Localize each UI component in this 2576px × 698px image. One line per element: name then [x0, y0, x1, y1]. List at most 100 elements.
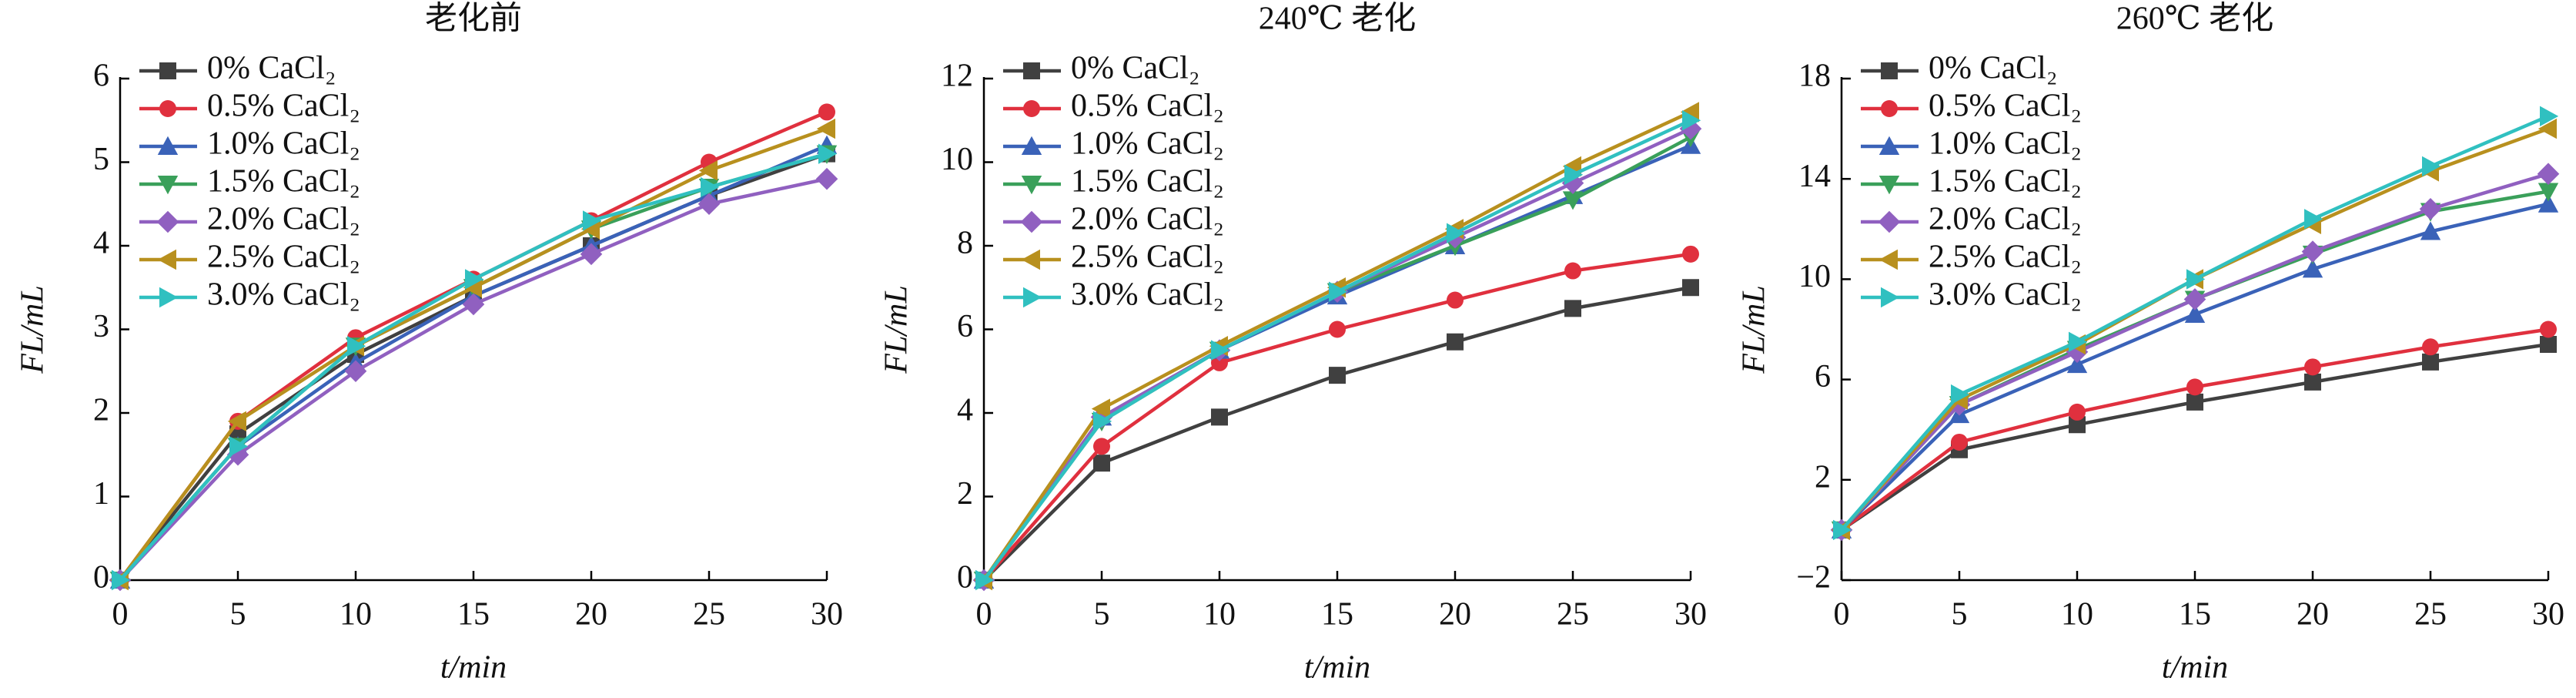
marker — [112, 569, 131, 591]
y-tick-label: 14 — [1798, 159, 1831, 194]
legend-label: 2.5% CaCl₂ — [1071, 240, 1224, 275]
marker — [1682, 110, 1701, 131]
legend-label: 1.5% CaCl₂ — [1071, 164, 1224, 200]
marker — [347, 336, 366, 357]
y-tick-label: 6 — [1815, 359, 1831, 394]
marker — [1023, 100, 1040, 117]
marker — [2420, 221, 2441, 240]
marker — [1093, 455, 1110, 472]
x-tick-label: 25 — [1557, 597, 1589, 633]
marker — [159, 62, 176, 79]
x-tick-label: 20 — [575, 597, 607, 633]
marker — [1091, 398, 1110, 419]
x-tick-label: 10 — [340, 597, 372, 633]
marker — [159, 100, 176, 117]
marker — [2301, 240, 2324, 263]
x-tick-label: 15 — [1321, 597, 1353, 633]
marker — [818, 143, 838, 164]
x-tick-label: 0 — [1834, 597, 1850, 633]
marker — [1329, 320, 1346, 338]
x-tick-label: 10 — [1203, 597, 1236, 633]
marker — [1020, 210, 1043, 233]
y-tick-label: 8 — [957, 226, 973, 261]
marker — [2183, 288, 2206, 310]
marker — [1682, 279, 1699, 297]
marker — [815, 167, 838, 190]
marker — [2069, 416, 2086, 434]
marker — [1682, 245, 1699, 263]
marker — [465, 269, 484, 290]
marker — [462, 293, 485, 316]
legend-label: 0% CaCl₂ — [1071, 51, 1199, 86]
marker — [1211, 408, 1228, 426]
x-tick-label: 25 — [2414, 597, 2447, 633]
legend-label: 0.5% CaCl₂ — [1929, 89, 2082, 124]
marker — [2537, 163, 2560, 185]
marker — [818, 103, 835, 121]
legend-label: 1.5% CaCl₂ — [1929, 164, 2082, 200]
marker — [580, 243, 603, 266]
y-tick-label: 4 — [93, 226, 109, 261]
marker — [1833, 519, 1852, 541]
legend-label: 1.5% CaCl₂ — [207, 164, 360, 200]
marker — [2538, 118, 2557, 139]
marker — [1211, 340, 1230, 361]
chart-title: 240℃ 老化 — [1259, 2, 1416, 37]
marker — [2304, 373, 2321, 391]
marker — [1329, 281, 1348, 302]
y-tick-label: 10 — [941, 142, 973, 177]
marker — [1564, 262, 1581, 280]
marker — [2422, 156, 2441, 177]
marker — [2186, 269, 2206, 290]
legend-label: 2.0% CaCl₂ — [1071, 202, 1224, 237]
marker — [975, 569, 995, 591]
marker — [698, 160, 718, 181]
x-tick-label: 15 — [457, 597, 490, 633]
marker — [2066, 354, 2088, 374]
legend-label: 1.0% CaCl₂ — [1071, 126, 1224, 162]
marker — [1951, 384, 1970, 405]
marker — [2540, 320, 2557, 338]
marker — [2540, 336, 2557, 354]
y-tick-label: 3 — [93, 309, 109, 344]
y-axis-label: FL/mL — [1737, 285, 1772, 374]
marker — [1564, 164, 1584, 185]
marker — [1881, 62, 1898, 79]
legend-label: 0% CaCl₂ — [207, 51, 336, 86]
marker — [226, 443, 249, 466]
x-tick-label: 5 — [230, 597, 246, 633]
marker — [1878, 176, 1900, 195]
chart-title: 260℃ 老化 — [2116, 2, 2273, 37]
y-tick-label: 2 — [957, 476, 973, 512]
x-tick-label: 20 — [1439, 597, 1471, 633]
y-tick-label: 12 — [941, 59, 973, 94]
marker — [156, 210, 179, 233]
marker — [157, 249, 176, 270]
legend-label: 0% CaCl₂ — [1929, 51, 2057, 86]
marker — [2540, 106, 2559, 127]
marker — [229, 436, 249, 457]
y-tick-label: 2 — [93, 393, 109, 428]
legend-label: 3.0% CaCl₂ — [1071, 277, 1224, 313]
marker — [1447, 291, 1464, 309]
series-line — [1840, 342, 2549, 532]
x-tick-label: 25 — [693, 597, 725, 633]
x-tick-label: 15 — [2179, 597, 2211, 633]
marker — [1878, 249, 1898, 270]
y-tick-label: −2 — [1796, 560, 1831, 596]
marker — [344, 360, 367, 383]
marker — [1023, 62, 1040, 79]
y-tick-label: 1 — [93, 476, 109, 512]
y-tick-label: 6 — [957, 309, 973, 344]
marker — [1564, 300, 1581, 317]
chart-title: 老化前 — [425, 2, 522, 37]
marker — [1878, 136, 1900, 155]
legend-label: 2.5% CaCl₂ — [207, 240, 360, 275]
marker — [2419, 197, 2442, 220]
y-axis-label: FL/mL — [15, 285, 51, 374]
y-tick-label: 6 — [93, 59, 109, 94]
marker — [157, 136, 179, 155]
x-axis-label: t/min — [1304, 650, 1370, 686]
marker — [1093, 438, 1110, 455]
